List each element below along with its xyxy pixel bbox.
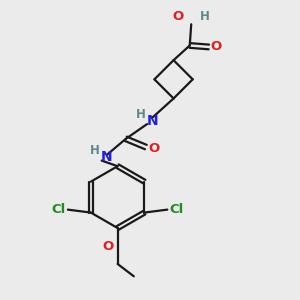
Text: N: N (101, 150, 113, 164)
Text: N: N (146, 114, 158, 128)
Text: O: O (172, 10, 184, 22)
Text: O: O (102, 240, 113, 254)
Text: H: H (90, 144, 100, 157)
Text: H: H (136, 108, 146, 121)
Text: Cl: Cl (52, 203, 66, 216)
Text: O: O (211, 40, 222, 53)
Text: H: H (200, 10, 209, 23)
Text: Cl: Cl (169, 203, 183, 216)
Text: O: O (148, 142, 160, 155)
